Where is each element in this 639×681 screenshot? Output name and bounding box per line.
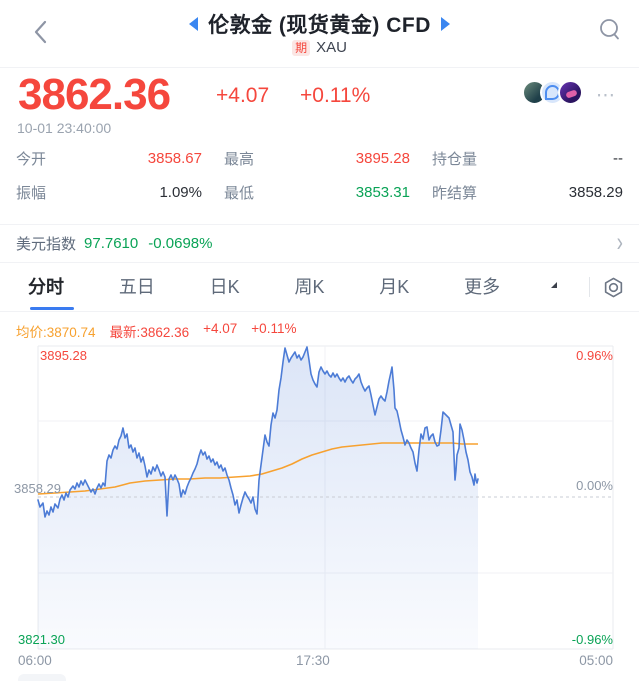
axis-label-low-price: 3821.30: [18, 632, 65, 647]
tab-minute[interactable]: 分时: [28, 277, 64, 297]
usd-index-change: -0.0698%: [148, 235, 213, 252]
chart-period-tabs: 分时 五日 日K 周K 月K 更多: [0, 263, 639, 312]
quote-timestamp: 10-01 23:40:00: [17, 120, 112, 136]
stat-low: 最低 3853.31: [224, 184, 410, 202]
commenter-avatars[interactable]: [522, 80, 583, 105]
tab-five-day[interactable]: 五日: [118, 277, 155, 297]
more-caret-icon: [550, 282, 557, 288]
axis-label-zero-pct: 0.00%: [576, 478, 613, 493]
chart-legend: 均价:3870.74 最新:3862.36 +4.07 +0.11%: [16, 321, 296, 341]
axis-label-high-pct: 0.96%: [576, 348, 613, 363]
next-instrument-icon[interactable]: [440, 17, 450, 31]
active-tab-underline: [30, 307, 74, 310]
usd-index-row[interactable]: 美元指数 97.7610 -0.0698% ›: [0, 224, 639, 263]
tab-divider: [589, 277, 590, 297]
last-price: 3862.36: [18, 70, 171, 119]
tab-daily-k[interactable]: 日K: [209, 277, 240, 297]
tab-monthly-k[interactable]: 月K: [379, 277, 410, 297]
back-chevron-icon[interactable]: [32, 19, 48, 45]
axis-label-high-price: 3895.28: [40, 348, 87, 363]
usd-index-value: 97.7610: [84, 235, 139, 252]
more-ellipsis-icon[interactable]: ⋯: [596, 85, 617, 106]
time-label-start: 06:00: [18, 653, 52, 668]
instrument-symbol: XAU: [316, 39, 347, 56]
prev-instrument-icon[interactable]: [189, 17, 199, 31]
search-icon[interactable]: [597, 17, 623, 43]
gear-icon: [604, 277, 623, 297]
avatar-3: [558, 80, 583, 105]
stat-open: 今开 3858.67: [16, 150, 202, 168]
axis-label-low-pct: -0.96%: [571, 632, 613, 647]
legend-average: 均价:3870.74: [16, 325, 96, 340]
time-label-middle: 17:30: [296, 653, 330, 668]
stat-amplitude: 振幅 1.09%: [16, 184, 202, 202]
stat-high: 最高 3895.28: [224, 150, 410, 168]
bottom-button-partial[interactable]: [18, 674, 66, 681]
page-title: 伦敦金 (现货黄金) CFD: [208, 14, 431, 37]
tab-more[interactable]: 更多: [464, 277, 501, 297]
legend-change-pct: +0.11%: [251, 321, 297, 336]
time-label-end: 05:00: [579, 653, 613, 668]
price-change-percent: +0.11%: [300, 84, 371, 107]
header-bar: 伦敦金 (现货黄金) CFD 期 XAU: [0, 0, 639, 68]
price-change: +4.07: [216, 84, 270, 107]
stat-prev-settlement: 昨结算 3858.29: [432, 184, 623, 202]
axis-label-zero-price: 3858.29: [14, 481, 61, 496]
usd-index-label: 美元指数: [16, 236, 77, 253]
chart-settings-button[interactable]: [602, 276, 625, 299]
futures-badge: 期: [292, 39, 311, 56]
legend-last: 最新:3862.36: [109, 325, 190, 340]
tab-weekly-k[interactable]: 周K: [294, 277, 325, 297]
stats-grid: 今开 3858.67 最高 3895.28 持仓量 -- 振幅 1.09% 最低…: [16, 148, 623, 203]
stat-open-interest: 持仓量 --: [432, 150, 623, 168]
chevron-right-icon: ›: [616, 228, 623, 259]
legend-change: +4.07: [203, 321, 238, 336]
